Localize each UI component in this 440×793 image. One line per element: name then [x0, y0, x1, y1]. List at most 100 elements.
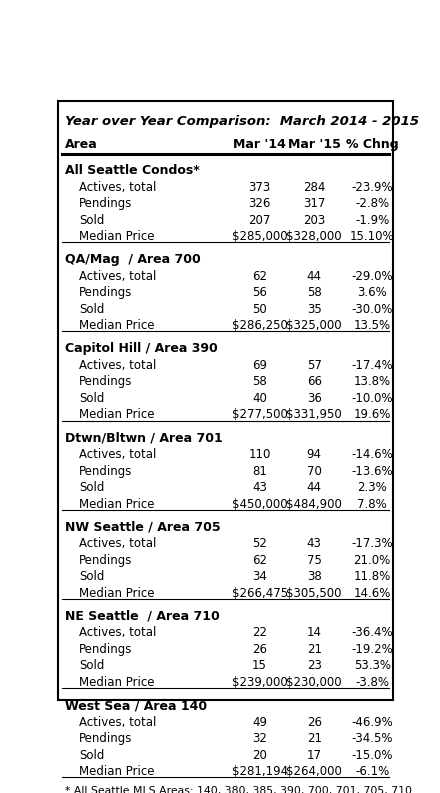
- Text: Median Price: Median Price: [79, 320, 154, 332]
- Text: 50: 50: [252, 303, 267, 316]
- Text: QA/Mag  / Area 700: QA/Mag / Area 700: [65, 253, 201, 266]
- Text: 62: 62: [252, 270, 267, 283]
- Text: -14.6%: -14.6%: [351, 448, 393, 461]
- Text: -6.1%: -6.1%: [355, 765, 389, 778]
- Text: West Sea / Area 140: West Sea / Area 140: [65, 699, 207, 712]
- Text: -15.0%: -15.0%: [352, 749, 393, 761]
- Text: $266,475: $266,475: [231, 587, 288, 600]
- Text: 58: 58: [252, 375, 267, 389]
- Text: -1.9%: -1.9%: [355, 213, 389, 227]
- Text: Actives, total: Actives, total: [79, 715, 156, 729]
- Text: -23.9%: -23.9%: [351, 181, 393, 193]
- Text: -46.9%: -46.9%: [351, 715, 393, 729]
- Text: All Seattle Condos*: All Seattle Condos*: [65, 164, 200, 177]
- Text: 11.8%: 11.8%: [353, 570, 391, 583]
- Text: 17: 17: [307, 749, 322, 761]
- Text: Actives, total: Actives, total: [79, 270, 156, 283]
- Text: 52: 52: [252, 537, 267, 550]
- Text: -13.6%: -13.6%: [351, 465, 393, 477]
- Text: $285,000: $285,000: [232, 230, 287, 243]
- Text: 66: 66: [307, 375, 322, 389]
- Text: 34: 34: [252, 570, 267, 583]
- Text: -10.0%: -10.0%: [352, 392, 393, 405]
- Text: 317: 317: [303, 197, 325, 210]
- Text: -17.4%: -17.4%: [351, 359, 393, 372]
- Text: 22: 22: [252, 626, 267, 639]
- Text: Median Price: Median Price: [79, 676, 154, 689]
- Text: Sold: Sold: [79, 481, 104, 494]
- Text: Pendings: Pendings: [79, 732, 132, 745]
- Text: Pendings: Pendings: [79, 554, 132, 567]
- Text: 62: 62: [252, 554, 267, 567]
- Text: 56: 56: [252, 286, 267, 299]
- Text: 110: 110: [249, 448, 271, 461]
- Text: 2.3%: 2.3%: [357, 481, 387, 494]
- Text: NW Seattle / Area 705: NW Seattle / Area 705: [65, 521, 221, 534]
- Text: 94: 94: [307, 448, 322, 461]
- Text: Pendings: Pendings: [79, 465, 132, 477]
- Text: Area: Area: [65, 138, 98, 151]
- Text: 26: 26: [307, 715, 322, 729]
- Text: $325,000: $325,000: [286, 320, 342, 332]
- Text: 3.6%: 3.6%: [357, 286, 387, 299]
- Text: 21.0%: 21.0%: [353, 554, 391, 567]
- Text: 43: 43: [307, 537, 322, 550]
- Text: Median Price: Median Price: [79, 765, 154, 778]
- Text: Actives, total: Actives, total: [79, 626, 156, 639]
- Text: $230,000: $230,000: [286, 676, 342, 689]
- Text: 20: 20: [252, 749, 267, 761]
- Text: 13.8%: 13.8%: [354, 375, 391, 389]
- Text: 38: 38: [307, 570, 322, 583]
- Text: Median Price: Median Price: [79, 408, 154, 421]
- Text: Actives, total: Actives, total: [79, 359, 156, 372]
- Text: Median Price: Median Price: [79, 497, 154, 511]
- Text: Sold: Sold: [79, 659, 104, 672]
- Text: Pendings: Pendings: [79, 375, 132, 389]
- Text: Mar '15: Mar '15: [288, 138, 341, 151]
- Text: Pendings: Pendings: [79, 197, 132, 210]
- Text: 14.6%: 14.6%: [353, 587, 391, 600]
- Text: 284: 284: [303, 181, 325, 193]
- Text: 15.10%: 15.10%: [350, 230, 394, 243]
- Text: 14: 14: [307, 626, 322, 639]
- Text: Actives, total: Actives, total: [79, 181, 156, 193]
- Text: Sold: Sold: [79, 749, 104, 761]
- Text: 326: 326: [249, 197, 271, 210]
- Text: * All Seattle MLS Areas: 140, 380, 385, 390, 700, 701, 705, 710: * All Seattle MLS Areas: 140, 380, 385, …: [65, 787, 412, 793]
- Text: $305,500: $305,500: [286, 587, 342, 600]
- Text: $328,000: $328,000: [286, 230, 342, 243]
- Text: Median Price: Median Price: [79, 230, 154, 243]
- Text: 44: 44: [307, 270, 322, 283]
- Text: 7.8%: 7.8%: [357, 497, 387, 511]
- Text: 35: 35: [307, 303, 322, 316]
- Text: Year over Year Comparison:  March 2014 - 2015: Year over Year Comparison: March 2014 - …: [65, 115, 419, 128]
- Text: -3.8%: -3.8%: [355, 676, 389, 689]
- Text: Mar '14: Mar '14: [233, 138, 286, 151]
- Text: Sold: Sold: [79, 303, 104, 316]
- Text: $264,000: $264,000: [286, 765, 342, 778]
- Text: 373: 373: [249, 181, 271, 193]
- Text: $331,950: $331,950: [286, 408, 342, 421]
- Text: % Chng: % Chng: [346, 138, 399, 151]
- Text: Median Price: Median Price: [79, 587, 154, 600]
- Text: 23: 23: [307, 659, 322, 672]
- Text: 44: 44: [307, 481, 322, 494]
- Text: 21: 21: [307, 643, 322, 656]
- Text: 203: 203: [303, 213, 325, 227]
- Text: 13.5%: 13.5%: [354, 320, 391, 332]
- Text: 32: 32: [252, 732, 267, 745]
- Text: -29.0%: -29.0%: [351, 270, 393, 283]
- Text: 19.6%: 19.6%: [353, 408, 391, 421]
- Text: 57: 57: [307, 359, 322, 372]
- Text: 15: 15: [252, 659, 267, 672]
- Text: 53.3%: 53.3%: [354, 659, 391, 672]
- Text: 49: 49: [252, 715, 267, 729]
- Text: -34.5%: -34.5%: [352, 732, 393, 745]
- Text: Actives, total: Actives, total: [79, 537, 156, 550]
- Text: Capitol Hill / Area 390: Capitol Hill / Area 390: [65, 343, 218, 355]
- Text: Pendings: Pendings: [79, 286, 132, 299]
- Text: Pendings: Pendings: [79, 643, 132, 656]
- Text: $484,900: $484,900: [286, 497, 342, 511]
- Text: $277,500: $277,500: [232, 408, 287, 421]
- Text: Actives, total: Actives, total: [79, 448, 156, 461]
